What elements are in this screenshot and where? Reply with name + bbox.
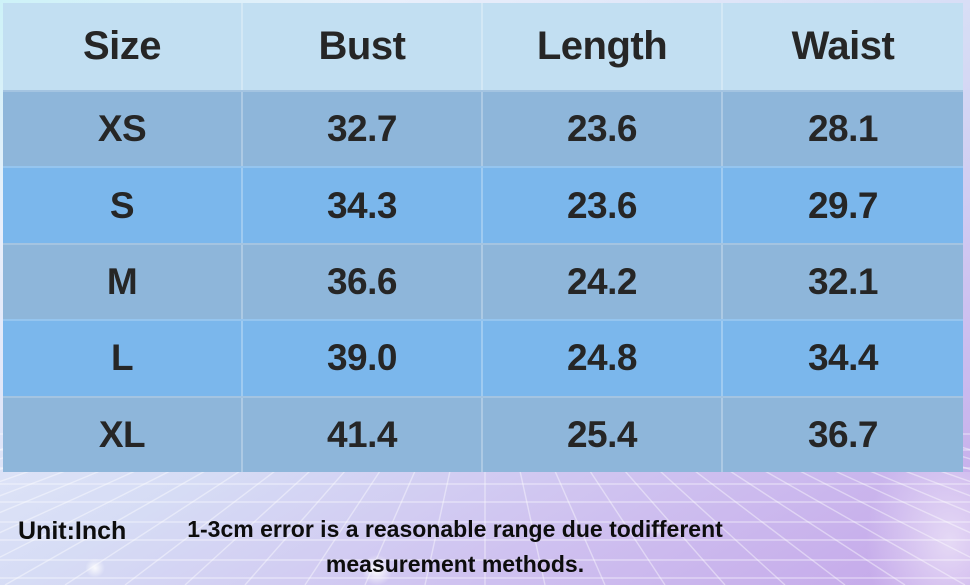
cell-bust: 39.0 [243, 321, 483, 396]
unit-label: Unit:Inch [18, 517, 127, 545]
cell-size: XS [3, 92, 243, 167]
cell-size: XL [3, 397, 243, 473]
cell-size: L [3, 321, 243, 396]
footer: Unit:Inch 1-3cm error is a reasonable ra… [0, 472, 970, 585]
table-row-xl: XL 41.4 25.4 36.7 [3, 395, 963, 473]
cell-length: 23.6 [483, 168, 723, 243]
table-row-m: M 36.6 24.2 32.1 [3, 242, 963, 320]
cell-size: S [3, 168, 243, 243]
cell-waist: 36.7 [807, 413, 879, 455]
cell-waist: 32.1 [807, 261, 879, 303]
cell-bust: 32.7 [243, 92, 483, 167]
column-header-waist: Waist [791, 24, 895, 68]
cell-length: 24.2 [483, 244, 723, 320]
measurement-note-line2: measurement methods. [325, 551, 585, 577]
cell-waist: 29.7 [807, 184, 879, 226]
table-row-xs: XS 32.7 23.6 28.1 [3, 90, 963, 167]
cell-size: M [3, 244, 243, 320]
column-header-bust: Bust [243, 3, 483, 90]
table-row-s: S 34.3 23.6 29.7 [3, 166, 963, 243]
measurement-note: 1-3cm error is a reasonable range due to… [120, 512, 790, 582]
cell-length: 25.4 [483, 397, 723, 473]
measurement-note-line1: 1-3cm error is a reasonable range due to… [187, 516, 723, 542]
column-header-length: Length [483, 3, 723, 90]
table-row-l: L 39.0 24.8 34.4 [3, 319, 963, 396]
cell-bust: 36.6 [243, 244, 483, 320]
cell-waist: 34.4 [807, 337, 879, 379]
cell-length: 24.8 [483, 321, 723, 396]
table-header-row: Size Bust Length Waist [3, 3, 963, 90]
size-chart-table: Size Bust Length Waist XS 32.7 23.6 28.1… [3, 3, 963, 473]
column-header-size: Size [3, 3, 243, 90]
cell-bust: 41.4 [243, 397, 483, 473]
cell-length: 23.6 [483, 92, 723, 167]
cell-waist: 28.1 [807, 108, 879, 150]
cell-bust: 34.3 [243, 168, 483, 243]
